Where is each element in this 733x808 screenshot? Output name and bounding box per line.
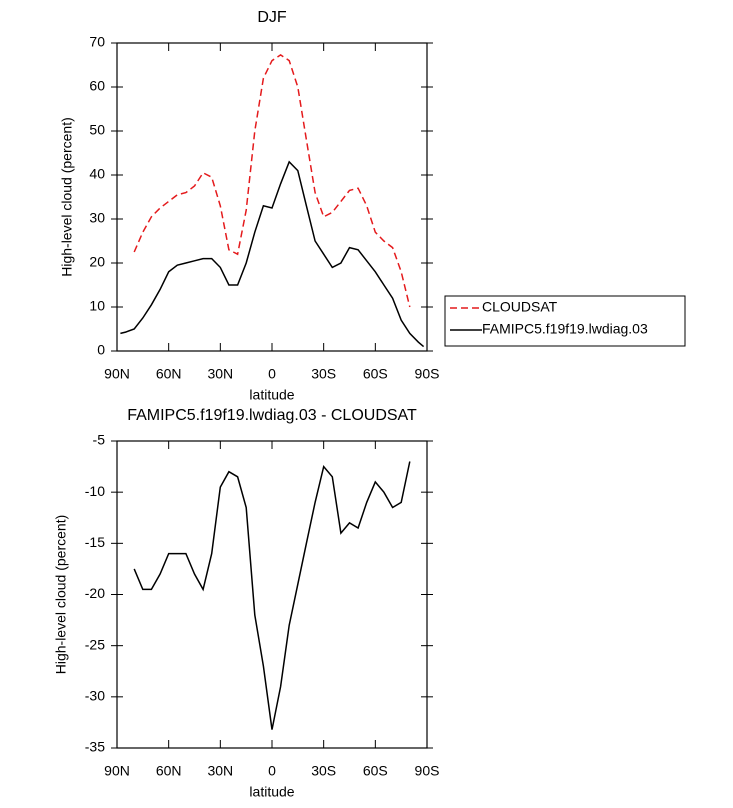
x-axis-label: latitude bbox=[249, 784, 294, 800]
x-tick-label: 60S bbox=[363, 763, 388, 779]
x-tick-label: 60N bbox=[156, 763, 182, 779]
y-tick-label: 60 bbox=[89, 78, 105, 94]
y-tick-label: -20 bbox=[85, 585, 105, 601]
x-tick-label: 90N bbox=[104, 763, 130, 779]
x-tick-label: 30N bbox=[207, 366, 233, 382]
y-tick-label: 50 bbox=[89, 122, 105, 138]
x-tick-label: 30S bbox=[311, 763, 336, 779]
x-tick-label: 0 bbox=[268, 366, 276, 382]
x-tick-label: 30N bbox=[207, 763, 233, 779]
y-tick-label: -25 bbox=[85, 636, 105, 652]
y-tick-label: 20 bbox=[89, 254, 105, 270]
y-tick-label: 70 bbox=[89, 34, 105, 50]
plot-frame bbox=[116, 42, 428, 352]
x-tick-label: 30S bbox=[311, 366, 336, 382]
x-tick-label: 90S bbox=[415, 366, 440, 382]
legend-label: FAMIPC5.f19f19.lwdiag.03 bbox=[482, 321, 648, 337]
y-tick-label: 40 bbox=[89, 166, 105, 182]
y-tick-label: 10 bbox=[89, 298, 105, 314]
x-tick-label: 0 bbox=[268, 763, 276, 779]
data-line bbox=[120, 160, 425, 348]
y-axis-label: High-level cloud (percent) bbox=[53, 515, 69, 675]
chart-title: DJF bbox=[257, 9, 287, 26]
y-tick-label: -15 bbox=[85, 534, 105, 550]
x-axis-label: latitude bbox=[249, 387, 294, 403]
y-tick-label: 0 bbox=[97, 342, 105, 358]
legend-box bbox=[444, 295, 686, 347]
y-tick-label: 30 bbox=[89, 210, 105, 226]
legend-label: CLOUDSAT bbox=[482, 299, 558, 315]
y-tick-label: -35 bbox=[85, 739, 105, 755]
x-tick-label: 60N bbox=[156, 366, 182, 382]
y-tick-label: -10 bbox=[85, 483, 105, 499]
y-axis-label: High-level cloud (percent) bbox=[59, 117, 75, 277]
data-line bbox=[133, 54, 411, 308]
y-tick-label: -5 bbox=[93, 432, 106, 448]
y-tick-label: -30 bbox=[85, 688, 105, 704]
data-line bbox=[133, 461, 411, 730]
x-tick-label: 90N bbox=[104, 366, 130, 382]
x-tick-label: 60S bbox=[363, 366, 388, 382]
x-tick-label: 90S bbox=[415, 763, 440, 779]
chart-title: FAMIPC5.f19f19.lwdiag.03 - CLOUDSAT bbox=[127, 407, 417, 424]
